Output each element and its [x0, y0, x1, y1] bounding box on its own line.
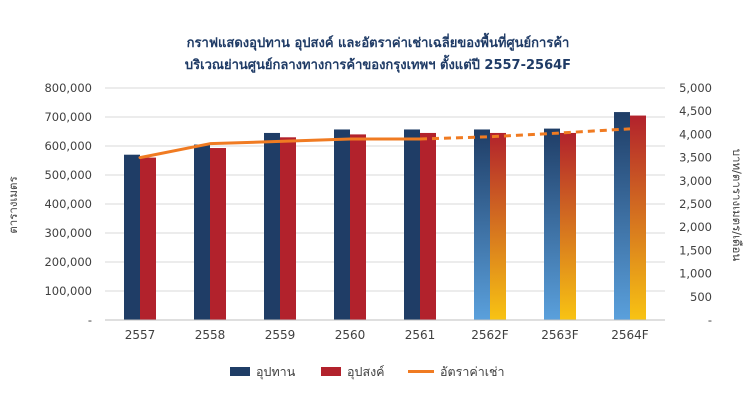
right-tick-label: 4,000	[679, 127, 712, 141]
right-tick-label: 500	[690, 290, 712, 304]
x-tick-label: 2558	[195, 328, 226, 342]
left-tick-label: 600,000	[44, 139, 92, 153]
right-axis-label: บาท/ตารางเมตร/เดือน	[730, 149, 744, 262]
right-tick-label: 2,000	[679, 220, 712, 234]
right-tick-label: 5,000	[679, 81, 712, 95]
legend-swatch	[230, 367, 250, 376]
left-tick-label: 300,000	[44, 226, 92, 240]
left-tick-label: -	[88, 313, 92, 327]
left-tick-label: 500,000	[44, 168, 92, 182]
x-tick-label: 2561	[405, 328, 436, 342]
x-tick-label: 2559	[265, 328, 296, 342]
x-tick-label: 2562F	[471, 328, 509, 342]
x-tick-label: 2557	[125, 328, 156, 342]
bar-supply	[544, 128, 560, 320]
bar-demand	[630, 115, 646, 320]
bar-supply	[264, 132, 280, 320]
left-tick-label: 800,000	[44, 81, 92, 95]
legend: อุปทาน อุปสงค์ อัตราค่าเช่า	[230, 364, 505, 380]
bar-supply	[124, 154, 140, 320]
right-tick-label: -	[708, 313, 712, 327]
legend-label: อัตราค่าเช่า	[440, 364, 505, 379]
bar-supply	[614, 112, 630, 320]
axes: - 100,000 200,000 300,000 400,000 500,000 600,…	[44, 81, 712, 342]
bar-supply	[334, 129, 350, 320]
legend-label: อุปสงค์	[347, 364, 385, 380]
left-tick-label: 100,000	[44, 284, 92, 298]
x-tick-label: 2563F	[541, 328, 579, 342]
rent-line-actual	[138, 137, 422, 160]
left-tick-label: 200,000	[44, 255, 92, 269]
left-axis-label: ตารางเมตร	[6, 176, 20, 233]
bar-supply	[474, 129, 490, 320]
bar-demand	[350, 134, 366, 320]
bars	[124, 112, 646, 320]
right-tick-label: 4,500	[679, 104, 712, 118]
x-tick-label: 2560	[335, 328, 366, 342]
chart-title-line2: บริเวณย่านศูนย์กลางทางการค้าของกรุงเทพฯ …	[185, 54, 571, 73]
rent-line-forecast	[419, 127, 631, 141]
right-tick-label: 3,500	[679, 151, 712, 165]
right-tick-label: 1,000	[679, 267, 712, 281]
x-tick-label: 2564F	[611, 328, 649, 342]
gridlines	[105, 87, 665, 321]
bar-demand	[560, 132, 576, 320]
bar-demand	[420, 132, 436, 320]
right-tick-label: 3,000	[679, 174, 712, 188]
chart-title-line1: กราฟแสดงอุปทาน อุปสงค์ และอัตราค่าเช่าเฉ…	[187, 32, 570, 51]
right-tick-label: 2,500	[679, 197, 712, 211]
legend-label: อุปทาน	[256, 364, 296, 380]
legend-swatch	[321, 367, 341, 376]
bar-supply	[194, 144, 210, 320]
right-tick-label: 1,500	[679, 243, 712, 257]
bar-demand	[490, 132, 506, 320]
rent-line	[138, 127, 631, 160]
bar-demand	[210, 148, 226, 320]
bar-supply	[404, 129, 420, 320]
bar-demand	[280, 137, 296, 320]
left-tick-label: 400,000	[44, 197, 92, 211]
bar-demand	[140, 157, 156, 320]
left-tick-label: 700,000	[44, 110, 92, 124]
